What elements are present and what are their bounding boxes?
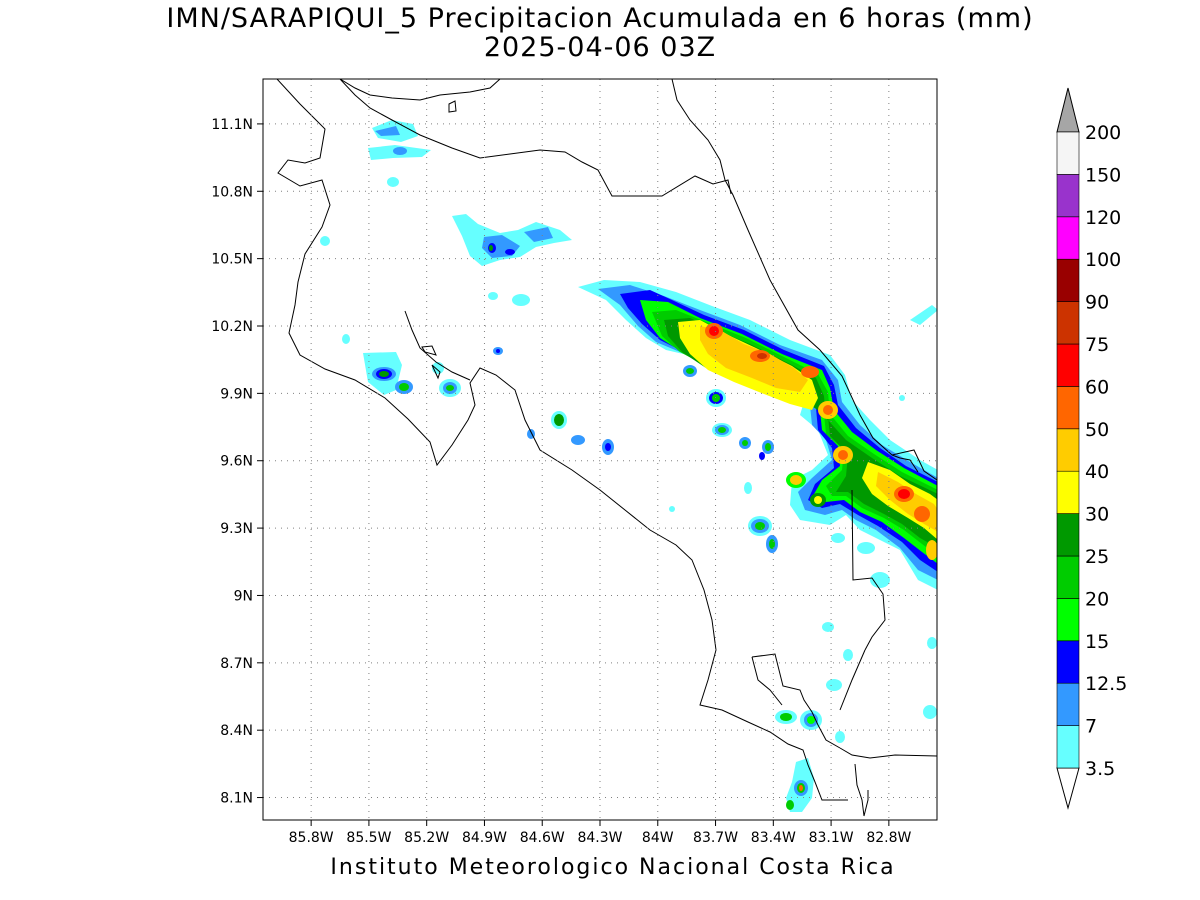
lon-tick-label: 83.1W [809, 830, 854, 846]
lon-tick-label: 84.9W [462, 830, 507, 846]
colorbar-swatch [1056, 386, 1080, 430]
colorbar-level-label: 100 [1085, 249, 1121, 271]
coastlines-and-borders [276, 79, 937, 817]
colorbar-swatch [1056, 598, 1080, 642]
colorbar-swatch [1056, 555, 1080, 599]
lat-tick-label: 8.7N [220, 656, 253, 672]
colorbar-level-label: 50 [1085, 419, 1109, 441]
colorbar-level-label: 3.5 [1085, 758, 1115, 780]
lon-tick-label: 84W [642, 830, 674, 846]
colorbar-swatch [1056, 174, 1080, 218]
colorbar-swatch [1056, 513, 1080, 557]
lon-tick-label: 83.4W [751, 830, 796, 846]
colorbar-over-arrow [1056, 87, 1080, 133]
colorbar-level-label: 25 [1085, 546, 1109, 568]
colorbar-swatch [1056, 131, 1080, 175]
lat-tick-label: 11.1N [211, 117, 253, 133]
lon-tick-label: 84.6W [520, 830, 565, 846]
lon-tick-label: 85.5W [346, 830, 391, 846]
colorbar-level-label: 150 [1085, 164, 1121, 186]
colorbar-swatch [1056, 216, 1080, 260]
colorbar-level-label: 200 [1085, 122, 1121, 144]
axis-ticks: 85.8W 85.5W 85.2W 84.9W 84.6W 84.3W 84W 83.7W 83… [211, 117, 911, 846]
lon-tick-label: 85.2W [404, 830, 449, 846]
colorbar-swatch [1056, 258, 1080, 302]
colorbar-swatch [1056, 470, 1080, 514]
colorbar-swatch [1056, 428, 1080, 472]
lon-tick-label: 83.7W [693, 830, 738, 846]
lat-tick-label: 10.2N [211, 319, 253, 335]
lat-tick-label: 9.9N [220, 386, 253, 402]
colorbar-swatch [1056, 640, 1080, 684]
precipitation-field [320, 120, 937, 812]
colorbar-level-label: 12.5 [1085, 673, 1127, 695]
lon-tick-label: 84.3W [577, 830, 622, 846]
colorbar-level-label: 30 [1085, 504, 1109, 526]
colorbar-level-label: 120 [1085, 207, 1121, 229]
map-title: IMN/SARAPIQUI_5 Precipitacion Acumulada … [166, 3, 1034, 34]
lat-tick-label: 9N [234, 588, 253, 604]
lat-tick-label: 8.1N [220, 791, 253, 807]
colorbar-level-label: 20 [1085, 588, 1109, 610]
colorbar-level-label: 40 [1085, 461, 1109, 483]
lat-tick-label: 10.5N [211, 252, 253, 268]
colorbar-level-label: 7 [1085, 716, 1097, 738]
colorbar: 3.5 7 12.5 15 20 25 30 40 50 60 75 90 100 120 150 200 [1056, 87, 1127, 810]
lat-tick-label: 9.3N [220, 521, 253, 537]
colorbar-under-arrow [1056, 767, 1080, 810]
institution-credit: Instituto Meteorologico Nacional Costa R… [330, 855, 896, 880]
lat-tick-label: 10.8N [211, 184, 253, 200]
colorbar-swatch [1056, 343, 1080, 387]
lon-tick-label: 82.8W [866, 830, 911, 846]
lat-lon-grid [263, 79, 937, 820]
colorbar-swatch [1056, 682, 1080, 726]
colorbar-level-label: 60 [1085, 376, 1109, 398]
colorbar-swatch [1056, 301, 1080, 345]
colorbar-level-label: 75 [1085, 334, 1109, 356]
lon-tick-label: 85.8W [289, 830, 334, 846]
colorbar-level-label: 90 [1085, 292, 1109, 314]
lat-tick-label: 9.6N [220, 454, 253, 470]
lat-tick-label: 8.4N [220, 723, 253, 739]
map-valid-time: 2025-04-06 03Z [483, 32, 717, 63]
colorbar-swatch [1056, 725, 1080, 769]
colorbar-level-label: 15 [1085, 631, 1109, 653]
